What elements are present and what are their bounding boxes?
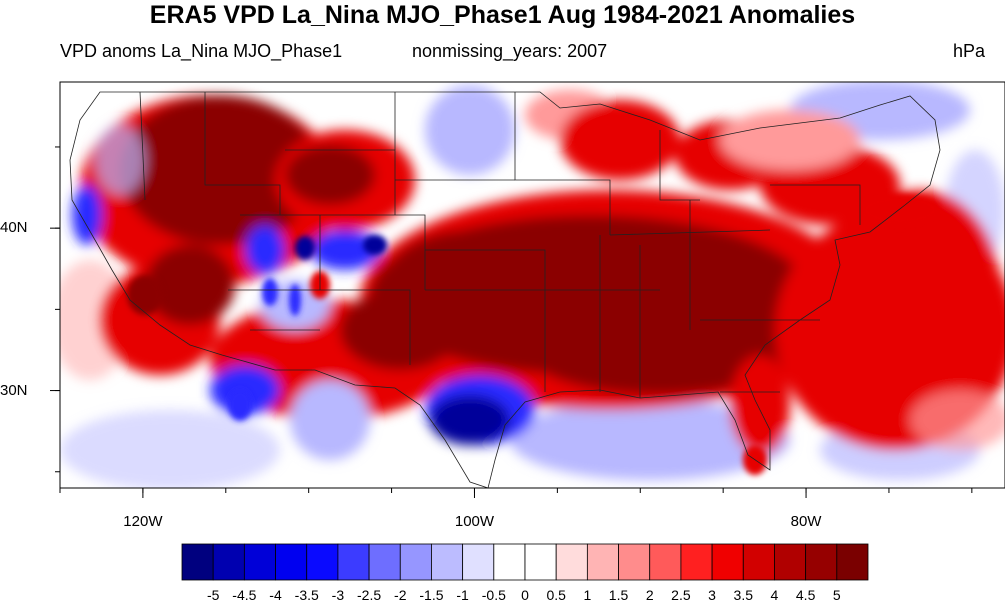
colorbar-label: 3.5 — [733, 587, 753, 603]
colorbar-box — [275, 543, 308, 581]
lat-tick-label: 40N — [0, 219, 28, 237]
units-label: hPa — [953, 41, 986, 61]
colorbar-label: 2.5 — [671, 587, 691, 603]
colorbar-box — [337, 543, 370, 581]
colorbar-box — [774, 543, 807, 581]
colorbar-box — [493, 543, 526, 581]
left-string: VPD anoms La_Nina MJO_Phase1 — [60, 41, 343, 61]
colorbar-label: 3 — [708, 587, 716, 603]
colorbar-box — [805, 543, 838, 581]
us-outline — [69, 91, 941, 488]
colorbar-box — [524, 543, 557, 581]
colorbar-label: 4 — [770, 587, 779, 603]
lon-ticks — [59, 488, 973, 498]
center-string: nonmissing_years: 2007 — [412, 41, 608, 61]
colorbar-box — [181, 543, 214, 581]
colorbar-box — [711, 543, 744, 581]
lon-tick-label: 120W — [123, 513, 163, 530]
colorbar-label: 0 — [521, 587, 529, 603]
colorbar-box — [368, 543, 401, 581]
colorbar-label: -3.5 — [294, 587, 319, 603]
colorbar-box — [431, 543, 464, 581]
colorbar-label: 1 — [583, 587, 592, 603]
colorbar-box — [649, 543, 682, 581]
lon-tick-label: 100W — [454, 513, 495, 530]
colorbar-label: -4.5 — [232, 587, 257, 603]
colorbar-box — [836, 543, 869, 581]
colorbar-label: 2 — [645, 587, 654, 603]
colorbar-box — [742, 543, 775, 581]
colorbar-box — [212, 543, 245, 581]
colorbar-box — [462, 543, 495, 581]
lat-tick-label: 30N — [0, 381, 28, 399]
lon-tick-label: 80W — [790, 513, 822, 530]
colorbar-box — [586, 543, 619, 581]
colorbar-box — [243, 543, 276, 581]
colorbar — [181, 543, 869, 581]
colorbar-label: -2.5 — [357, 587, 382, 603]
colorbar-label: -5 — [206, 587, 220, 603]
map-frame — [59, 81, 1005, 489]
plot-title: ERA5 VPD La_Nina MJO_Phase1 Aug 1984-202… — [149, 1, 856, 29]
colorbar-label: -1 — [456, 587, 469, 603]
colorbar-box — [680, 543, 713, 581]
colorbar-label: 5 — [832, 587, 841, 603]
colorbar-label: -3 — [331, 587, 345, 603]
colorbar-box — [306, 543, 339, 581]
lat-ticks — [50, 146, 60, 473]
colorbar-box — [399, 543, 432, 581]
colorbar-label: -1.5 — [419, 587, 444, 603]
colorbar-box — [618, 543, 651, 581]
colorbar-label: 1.5 — [608, 587, 629, 603]
boundaries — [69, 91, 941, 488]
colorbar-label: -0.5 — [481, 587, 506, 603]
colorbar-box — [555, 543, 588, 581]
colorbar-label: 4.5 — [795, 587, 816, 603]
anomaly-field — [60, 82, 1005, 488]
colorbar-label: 0.5 — [546, 587, 566, 603]
colorbar-label: -4 — [269, 587, 282, 603]
colorbar-label: -2 — [394, 587, 407, 603]
